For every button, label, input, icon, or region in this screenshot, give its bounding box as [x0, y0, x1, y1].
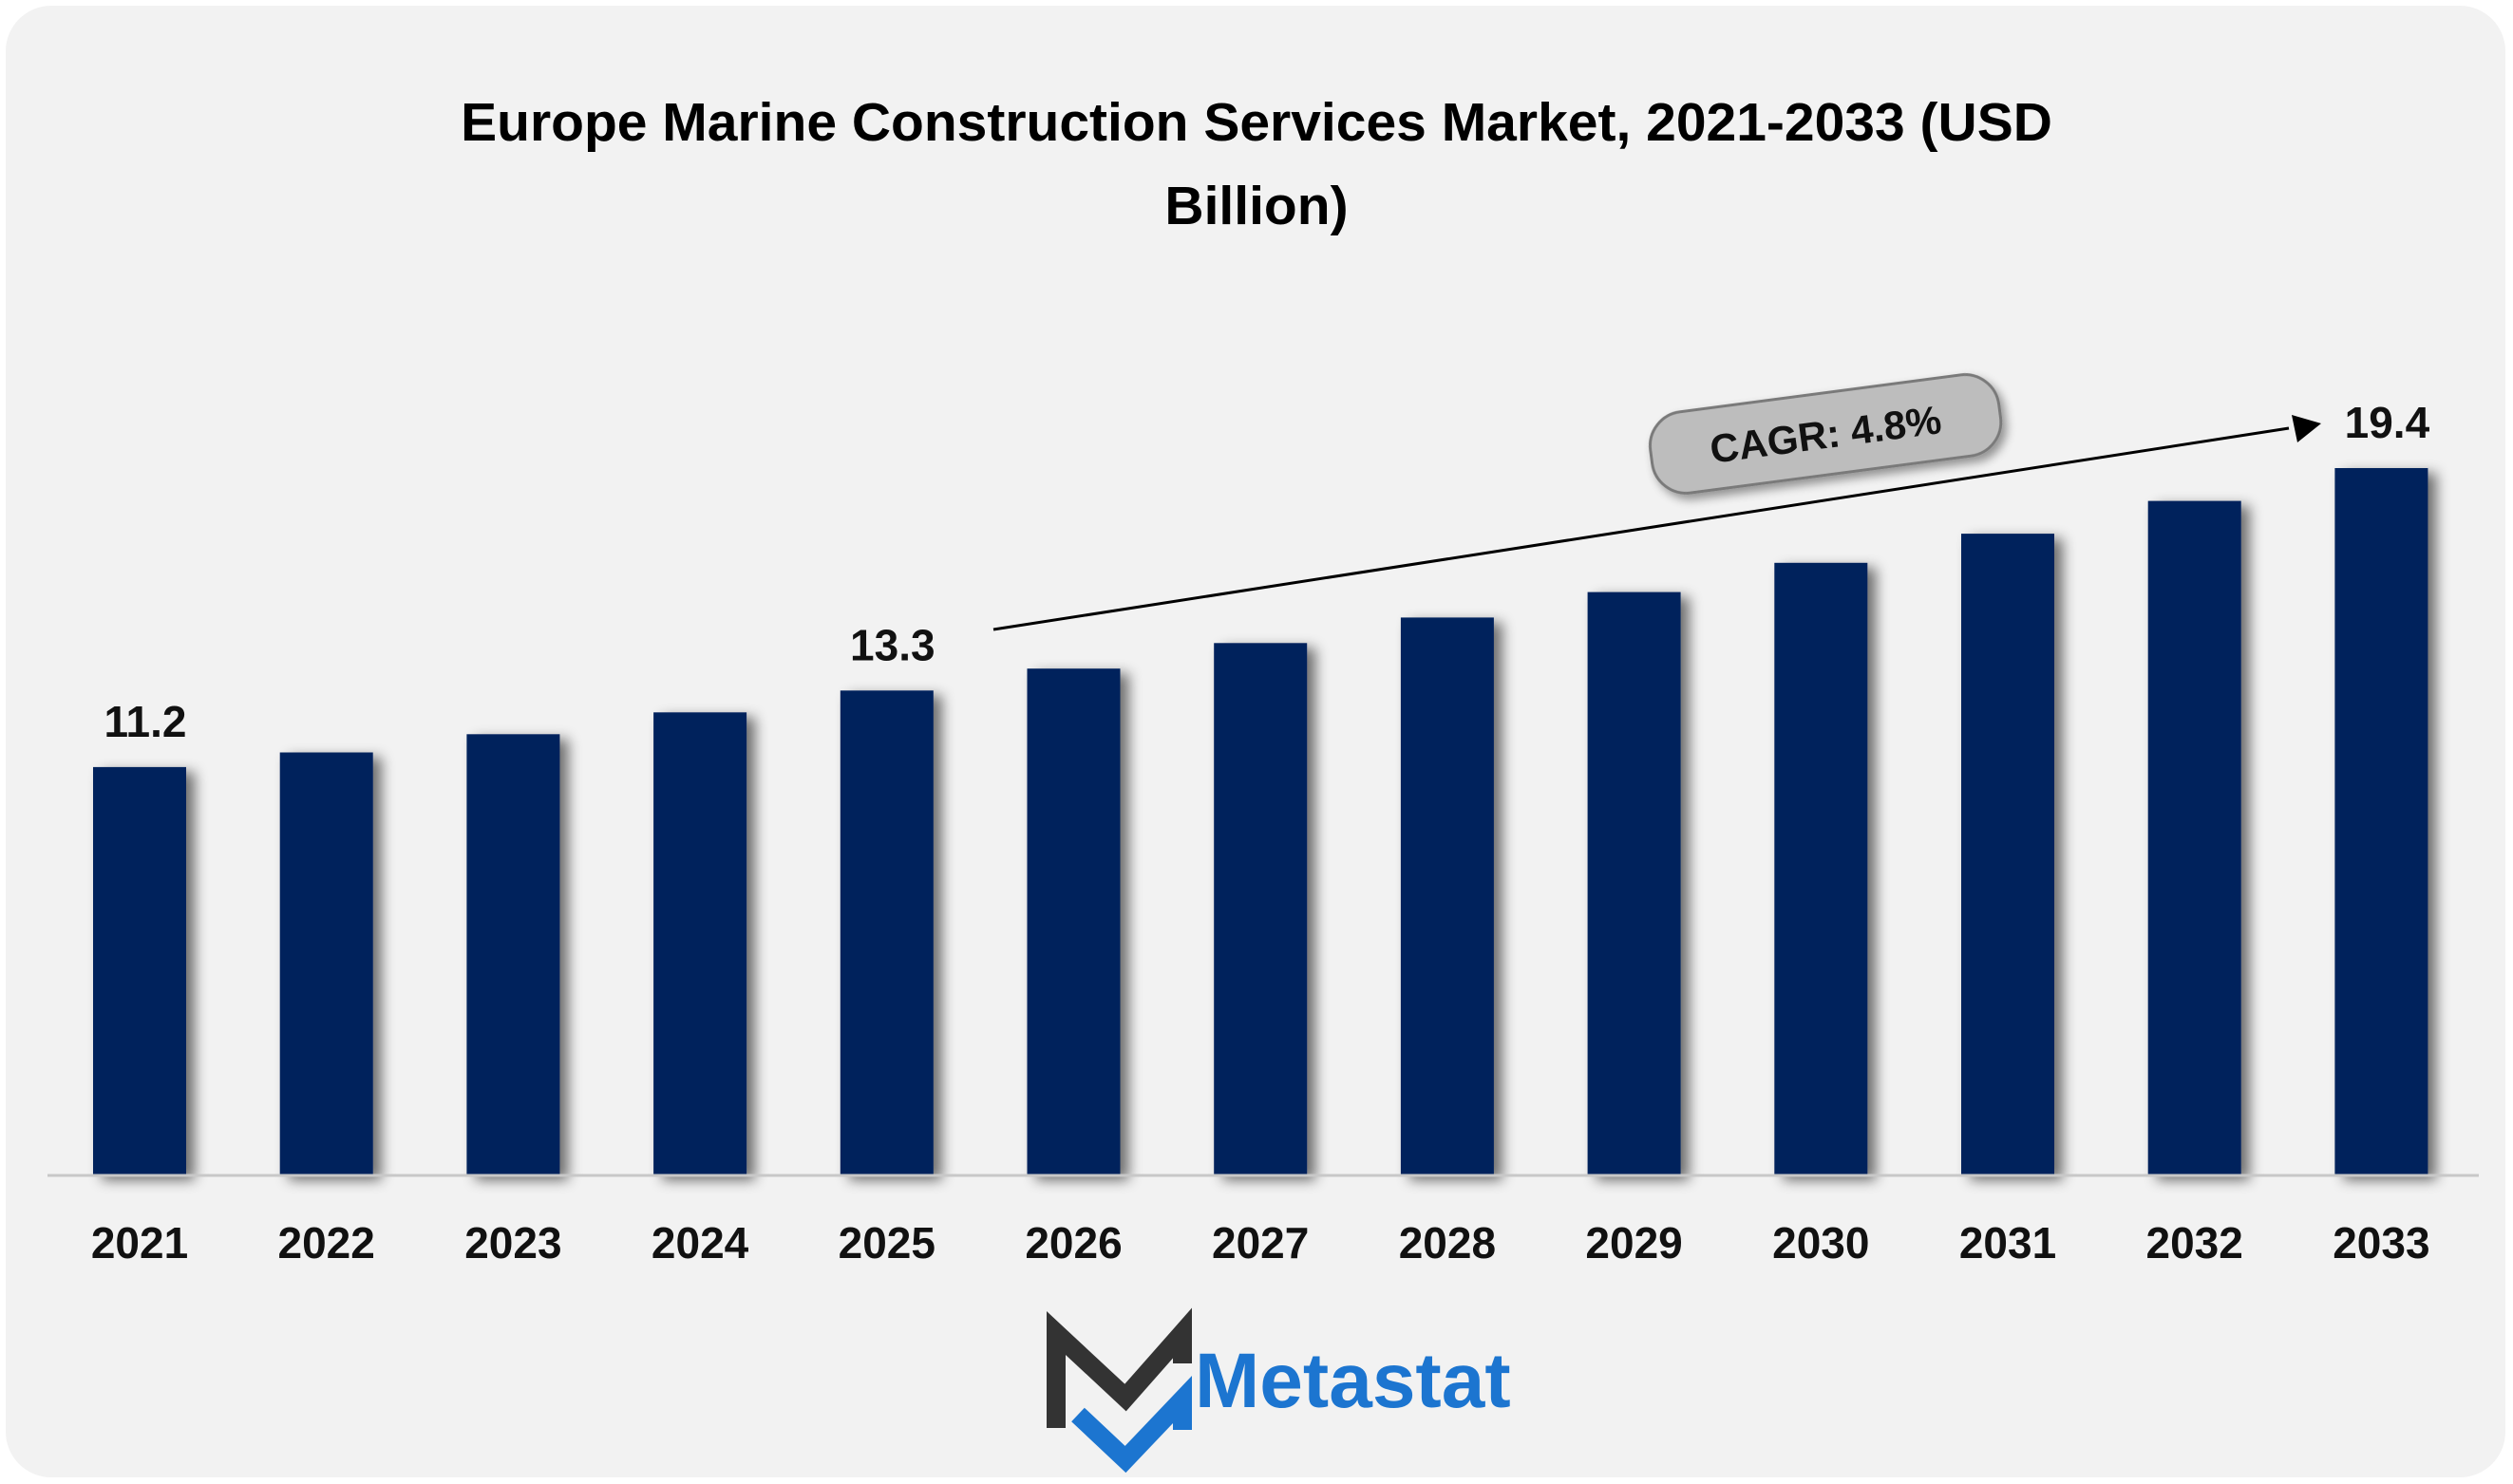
bar-2021	[93, 766, 186, 1175]
data-label-2025: 13.3	[850, 620, 935, 669]
x-tick-label-2029: 2029	[1585, 1218, 1682, 1268]
x-tick-label-2023: 2023	[464, 1218, 561, 1268]
chart-title-line-2: Billion)	[1164, 176, 1348, 236]
x-tick-label-2030: 2030	[1772, 1218, 1869, 1268]
bar-2023	[466, 734, 560, 1175]
x-tick-label-2031: 2031	[1959, 1218, 2056, 1268]
bar-2024	[653, 712, 747, 1175]
x-tick-label-2021: 2021	[91, 1218, 188, 1268]
bar-2030	[1774, 562, 1868, 1175]
x-tick-label-2022: 2022	[278, 1218, 375, 1268]
bar-2031	[1961, 534, 2054, 1175]
chart-title-line-1: Europe Marine Construction Services Mark…	[461, 92, 2052, 153]
data-labels: 11.2 13.3 19.4	[104, 398, 2430, 746]
metastat-brand-name: Metastat	[1195, 1338, 1511, 1424]
bar-2022	[279, 752, 373, 1175]
cagr-trend-arrow	[992, 415, 2321, 631]
cagr-arrow-head	[2292, 415, 2321, 442]
bar-2027	[1214, 643, 1308, 1175]
x-tick-label-2027: 2027	[1212, 1218, 1309, 1268]
bar-2028	[1400, 617, 1494, 1175]
x-tick-label-2025: 2025	[839, 1218, 935, 1268]
x-tick-label-2028: 2028	[1399, 1218, 1496, 1268]
x-tick-label-2032: 2032	[2146, 1218, 2243, 1268]
data-label-2021: 11.2	[104, 697, 187, 746]
x-tick-label-2033: 2033	[2333, 1218, 2429, 1268]
metastat-logo: Metastat	[1047, 1307, 1511, 1474]
x-tick-labels: 2021 2022 2023 2024 2025 2026 2027 2028 2029 2030…	[91, 1218, 2430, 1268]
data-label-2033: 19.4	[2345, 398, 2430, 447]
bars-group	[93, 468, 2428, 1175]
cagr-badge: CAGR: 4.8%	[1648, 373, 2003, 495]
cagr-arrow-line	[992, 426, 2290, 631]
bar-2026	[1027, 668, 1121, 1175]
bar-2033	[2334, 468, 2428, 1175]
cagr-badge-box	[1648, 373, 2003, 495]
metastat-m-logo-icon	[1047, 1307, 1192, 1474]
bar-2032	[2147, 500, 2241, 1175]
bar-2029	[1587, 592, 1681, 1175]
x-tick-label-2026: 2026	[1025, 1218, 1122, 1268]
bar-2025	[840, 690, 934, 1175]
x-tick-label-2024: 2024	[652, 1218, 749, 1268]
